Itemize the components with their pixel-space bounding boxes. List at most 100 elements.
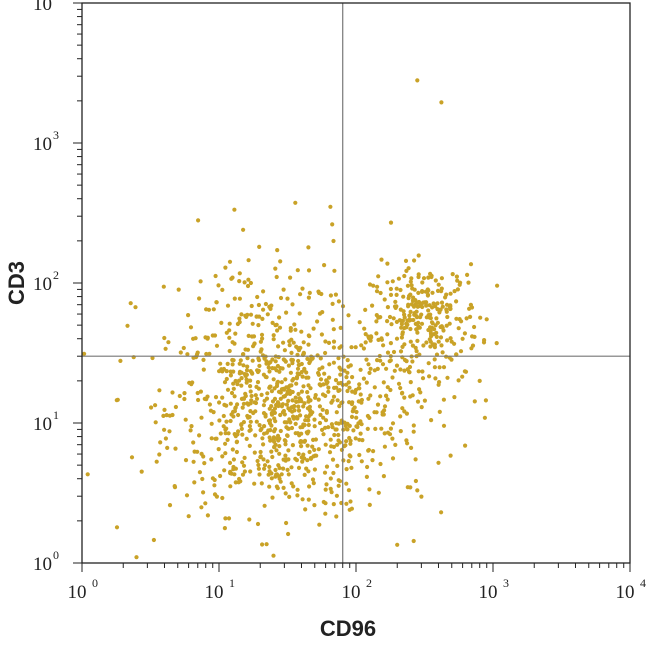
- data-point: [189, 424, 194, 429]
- data-point: [388, 286, 393, 292]
- data-point: [261, 411, 267, 416]
- data-point: [318, 377, 324, 382]
- data-point: [286, 448, 291, 453]
- data-point: [281, 357, 286, 362]
- data-point: [413, 321, 418, 326]
- data-point: [262, 466, 267, 471]
- data-point: [323, 339, 328, 344]
- data-point: [450, 272, 455, 277]
- data-point: [429, 320, 435, 325]
- data-point: [465, 272, 470, 277]
- data-point: [284, 402, 289, 407]
- data-point: [481, 340, 487, 345]
- data-point: [408, 380, 413, 385]
- data-point: [334, 410, 339, 415]
- data-point: [281, 340, 286, 345]
- data-point: [270, 366, 275, 371]
- data-point: [404, 411, 409, 416]
- data-point: [320, 427, 325, 432]
- data-point: [282, 412, 287, 417]
- data-point: [403, 258, 409, 263]
- data-point: [307, 334, 312, 339]
- data-point: [249, 370, 254, 375]
- data-point: [347, 385, 352, 390]
- data-point: [330, 301, 335, 306]
- data-point: [287, 343, 292, 348]
- data-point: [454, 316, 459, 321]
- data-point: [439, 343, 444, 348]
- data-point: [296, 358, 301, 364]
- data-point: [452, 289, 457, 294]
- data-point: [401, 309, 406, 314]
- data-point: [324, 482, 329, 487]
- data-point: [457, 282, 462, 287]
- data-point: [306, 497, 311, 502]
- data-point: [290, 409, 295, 414]
- data-point: [414, 327, 419, 332]
- data-point: [173, 404, 178, 410]
- data-point: [286, 398, 291, 403]
- data-point: [184, 493, 190, 498]
- data-point: [412, 258, 417, 263]
- data-point: [244, 377, 249, 382]
- data-point: [361, 346, 366, 351]
- data-point: [259, 481, 264, 486]
- data-point: [336, 483, 341, 488]
- data-point: [357, 382, 362, 387]
- data-point: [335, 463, 340, 468]
- data-point: [319, 332, 324, 337]
- data-point: [439, 276, 444, 281]
- data-point: [311, 437, 316, 442]
- data-point: [214, 300, 219, 305]
- data-point: [256, 323, 261, 328]
- data-point: [411, 429, 416, 434]
- data-point: [306, 375, 311, 380]
- data-point: [406, 266, 411, 271]
- x-axis-title: CD96: [320, 616, 376, 641]
- data-point: [385, 280, 390, 285]
- data-point: [222, 526, 227, 531]
- data-point: [307, 484, 312, 489]
- data-point: [431, 301, 436, 306]
- data-point: [223, 451, 228, 456]
- data-point: [437, 365, 442, 370]
- data-point: [349, 345, 354, 350]
- data-point: [321, 432, 326, 437]
- data-point: [285, 467, 290, 472]
- data-point: [267, 435, 272, 440]
- data-point: [385, 397, 390, 402]
- data-point: [306, 342, 311, 347]
- data-point: [381, 412, 386, 417]
- data-point: [338, 479, 343, 484]
- data-point: [287, 417, 292, 422]
- data-point: [181, 345, 186, 351]
- data-point: [392, 368, 397, 373]
- data-point: [468, 314, 473, 319]
- data-point: [288, 370, 293, 375]
- data-point: [483, 398, 488, 403]
- data-point: [153, 420, 158, 425]
- data-point: [382, 444, 387, 449]
- data-point: [402, 357, 408, 363]
- data-point: [439, 300, 445, 305]
- data-point: [419, 312, 424, 317]
- data-point: [436, 282, 441, 287]
- data-point: [407, 364, 413, 370]
- data-point: [370, 303, 375, 308]
- data-point: [201, 490, 206, 495]
- data-point: [289, 481, 294, 486]
- data-point: [241, 463, 247, 468]
- data-point: [304, 414, 309, 419]
- data-point: [157, 452, 162, 457]
- data-point: [227, 321, 232, 326]
- data-point: [376, 490, 381, 495]
- data-point: [322, 263, 327, 268]
- data-point: [257, 472, 262, 477]
- x-tick-label: 10: [205, 582, 224, 603]
- data-point: [429, 273, 434, 278]
- data-point: [256, 356, 261, 361]
- data-point: [295, 487, 300, 492]
- x-tick-label: 10: [616, 582, 635, 603]
- data-point: [408, 485, 413, 490]
- data-point: [408, 292, 413, 297]
